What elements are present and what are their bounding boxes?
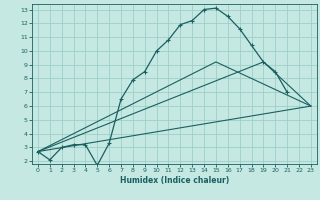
X-axis label: Humidex (Indice chaleur): Humidex (Indice chaleur) (120, 176, 229, 185)
